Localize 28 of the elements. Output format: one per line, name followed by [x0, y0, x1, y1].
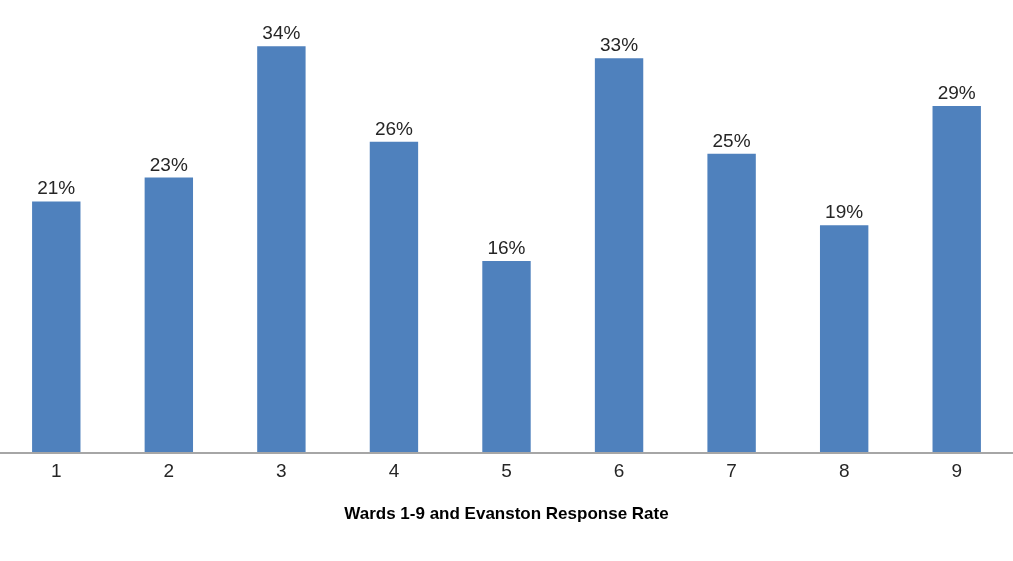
bar [257, 46, 306, 452]
bar [482, 261, 531, 452]
data-label: 19% [825, 201, 864, 223]
bar [32, 201, 81, 452]
x-tick-label: 6 [613, 459, 625, 481]
data-label: 34% [262, 22, 301, 44]
x-axis-title: Wards 1-9 and Evanston Response Rate [344, 504, 669, 524]
bar [932, 106, 981, 452]
x-tick-label: 1 [50, 459, 62, 481]
bar [819, 225, 869, 452]
x-tick-label: 5 [501, 459, 512, 481]
x-tick-label: 4 [388, 459, 400, 481]
x-tick-label: 2 [163, 459, 175, 481]
data-label: 33% [599, 34, 639, 56]
data-label: 16% [487, 237, 526, 259]
x-tick-label: 3 [276, 459, 287, 481]
data-label: 23% [149, 153, 188, 175]
bar [144, 177, 194, 452]
data-label: 21% [37, 177, 76, 199]
x-tick-label: 8 [838, 459, 850, 481]
x-tick-label: 9 [951, 459, 963, 481]
bar [594, 58, 644, 452]
data-label: 29% [937, 82, 976, 103]
data-label: 26% [374, 117, 414, 139]
x-tick-label: 7 [726, 459, 737, 481]
bar [707, 153, 756, 452]
bar [369, 141, 419, 452]
data-label: 25% [712, 129, 751, 151]
